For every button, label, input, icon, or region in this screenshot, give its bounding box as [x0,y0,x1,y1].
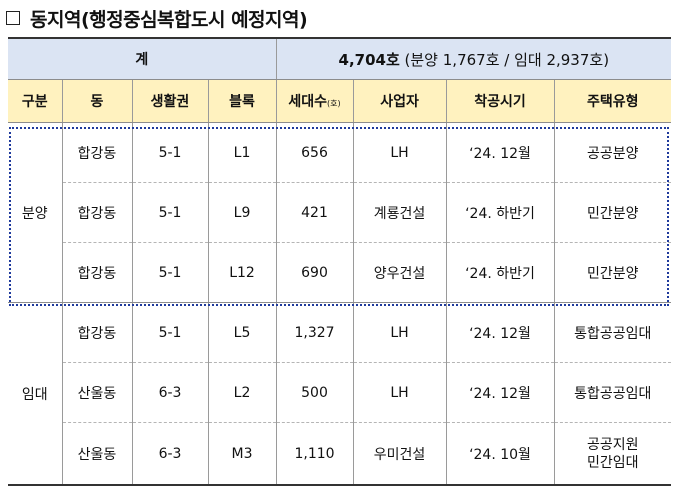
table-row: 임대 합강동 5-1 L5 1,327 LH ‘24. 12월 통합공공임대 [8,302,672,486]
cell-start: ‘24. 하반기 [445,182,555,243]
cell-zone: 5-1 [131,182,209,243]
cell-developer: LH [352,122,447,183]
cell-block: L9 [207,182,277,243]
cell-block: M3 [207,422,277,486]
cell-block: L5 [207,302,277,363]
table-row: 산울동 6-3 M3 1,110 우미건설 ‘24. 10월 공공지원 민간임대 [8,422,672,486]
cell-start: ‘24. 하반기 [445,242,555,303]
header-households-text: 세대수 [288,94,328,110]
cell-zone: 6-3 [131,422,209,486]
total-label: 계 [8,37,277,80]
cell-block: L12 [207,242,277,303]
header-type: 주택유형 [553,79,672,123]
total-count: 4,704호 [338,50,400,69]
cell-start: ‘24. 12월 [445,122,555,183]
cell-dong: 합강동 [61,302,133,363]
cell-households: 421 [275,182,354,243]
header-developer: 사업자 [352,79,447,123]
cell-start: ‘24. 12월 [445,362,555,423]
cell-households: 1,110 [275,422,354,486]
cell-households: 656 [275,122,354,183]
cell-dong: 산울동 [61,362,133,423]
cell-households: 500 [275,362,354,423]
header-households-unit: (호) [327,99,341,108]
header-category: 구분 [8,79,63,123]
cell-type-line1: 공공지원 [587,436,639,453]
cell-developer: 계룡건설 [352,182,447,243]
table-row: 합강동 5-1 L12 690 양우건설 ‘24. 하반기 민간분양 [8,242,672,303]
cell-households: 690 [275,242,354,303]
cell-block: L2 [207,362,277,423]
cell-developer: LH [352,362,447,423]
cell-start: ‘24. 12월 [445,302,555,363]
total-row: 계 4,704호 (분양 1,767호 / 임대 2,937호) [8,37,672,80]
cell-dong: 합강동 [61,122,133,183]
section-title: 동지역(행정중심복합도시 예정지역) [30,8,308,31]
header-dong: 동 [61,79,133,123]
cell-zone: 5-1 [131,302,209,363]
total-breakdown: (분양 1,767호 / 임대 2,937호) [399,50,610,69]
group-rent: 임대 [8,302,63,486]
header-households: 세대수(호) [275,79,354,123]
cell-households: 1,327 [275,302,354,363]
group-sale: 분양 [8,122,63,303]
cell-dong: 산울동 [61,422,133,486]
cell-type-line2: 민간임대 [587,454,639,471]
cell-zone: 5-1 [131,122,209,183]
header-block: 블록 [207,79,277,123]
checkbox-square-icon [6,11,20,25]
header-zone: 생활권 [131,79,209,123]
section-heading: 동지역(행정중심복합도시 예정지역) [6,3,308,33]
cell-type: 통합공공임대 [553,362,672,423]
cell-type: 민간분양 [553,182,672,243]
table-row: 합강동 5-1 L9 421 계룡건설 ‘24. 하반기 민간분양 [8,182,672,243]
cell-developer: LH [352,302,447,363]
cell-type: 공공분양 [553,122,672,183]
header-row: 구분 동 생활권 블록 세대수(호) 사업자 착공시기 주택유형 [8,79,672,123]
cell-dong: 합강동 [61,242,133,303]
cell-block: L1 [207,122,277,183]
cell-zone: 6-3 [131,362,209,423]
table-row: 분양 합강동 5-1 L1 656 LH ‘24. 12월 공공분양 [8,122,672,303]
cell-type: 통합공공임대 [553,302,672,363]
cell-type: 공공지원 민간임대 [553,422,672,486]
cell-dong: 합강동 [61,182,133,243]
total-summary: 4,704호 (분양 1,767호 / 임대 2,937호) [275,37,672,80]
header-start: 착공시기 [445,79,555,123]
cell-zone: 5-1 [131,242,209,303]
cell-type: 민간분양 [553,242,672,303]
cell-developer: 우미건설 [352,422,447,486]
cell-start: ‘24. 10월 [445,422,555,486]
table-row: 산울동 6-3 L2 500 LH ‘24. 12월 통합공공임대 [8,362,672,423]
housing-supply-table: 계 4,704호 (분양 1,767호 / 임대 2,937호) 구분 동 생활… [8,37,672,486]
cell-developer: 양우건설 [352,242,447,303]
